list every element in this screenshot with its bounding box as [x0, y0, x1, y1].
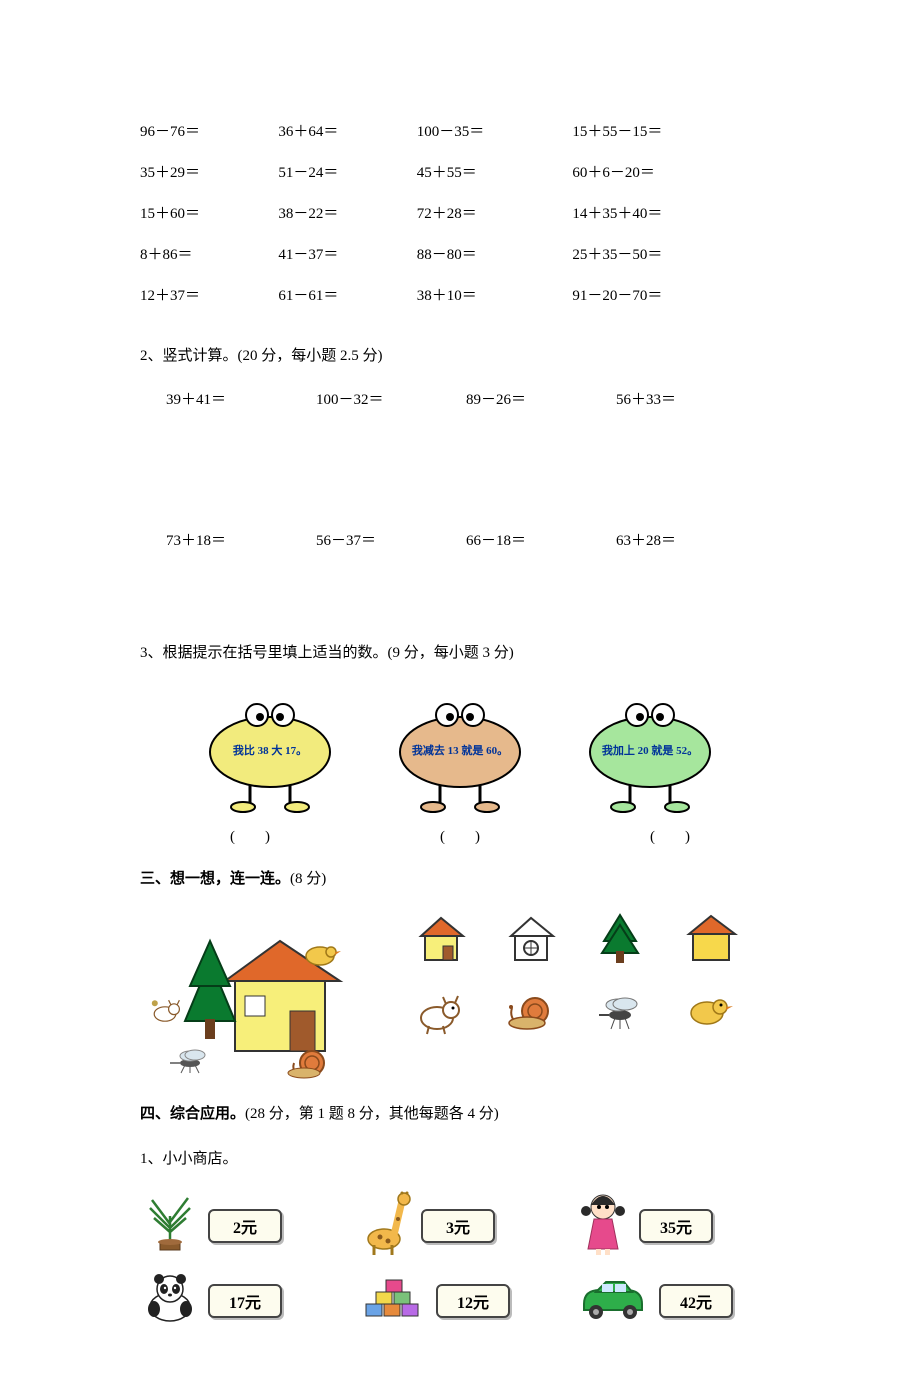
equation: 73＋18＝ [166, 529, 276, 550]
shop-item: 3元 [358, 1191, 562, 1261]
shop-item: 12元 [358, 1274, 562, 1329]
q2-row1: 39＋41＝ 100－32＝ 89－26＝ 56＋33＝ [140, 388, 780, 409]
snail-icon [505, 993, 555, 1038]
shop-row-2: 17元 12元 42元 [140, 1271, 780, 1331]
scene-left-icon [140, 911, 360, 1081]
plant-icon [140, 1194, 200, 1259]
equation-cell: 15＋55－15＝ [572, 110, 780, 151]
equation-cell: 36＋64＝ [278, 110, 416, 151]
sec3-heading-bold: 三、想一想，连一连。 [140, 871, 290, 887]
equation-cell: 72＋28＝ [417, 192, 573, 233]
panda-icon [140, 1271, 200, 1331]
sec4-heading-bold: 四、综合应用。 [140, 1106, 245, 1122]
q3-heading: 3、根据提示在括号里填上适当的数。(9 分，每小题 3 分) [140, 640, 780, 667]
equation: 66－18＝ [466, 529, 576, 550]
house-outline-icon [503, 914, 558, 969]
price-tag: 42元 [659, 1284, 733, 1318]
house-yellow-icon [683, 914, 738, 969]
equation-cell: 15＋60＝ [140, 192, 278, 233]
shop-row-1: 2元 3元 35元 [140, 1191, 780, 1261]
equation-cell: 12＋37＝ [140, 274, 278, 315]
price-tag: 12元 [436, 1284, 510, 1318]
equation-cell: 35＋29＝ [140, 151, 278, 192]
giraffe-icon [358, 1191, 413, 1261]
shop-item: 35元 [576, 1191, 780, 1261]
blocks-icon [358, 1274, 428, 1329]
blob-text: 我减去 13 就是 60。 [385, 742, 535, 758]
price-tag: 3元 [421, 1209, 495, 1243]
q3-blank-2: ( ) [400, 825, 520, 846]
equation: 39＋41＝ [166, 388, 276, 409]
sec4-heading: 四、综合应用。(28 分，第 1 题 8 分，其他每题各 4 分) [140, 1101, 780, 1128]
equation-cell: 38＋10＝ [417, 274, 573, 315]
q3-blobs: 我比 38 大 17。 我减去 13 就是 60。 我加 [140, 687, 780, 817]
q3-blank-1: ( ) [190, 825, 310, 846]
dog-icon [415, 990, 465, 1040]
chick-icon [685, 995, 735, 1035]
mental-math-table: 96－76＝36＋64＝100－35＝15＋55－15＝ 35＋29＝51－24＝… [140, 110, 780, 315]
equation-cell: 38－22＝ [278, 192, 416, 233]
equation-cell: 25＋35－50＝ [572, 233, 780, 274]
sec4-heading-rest: (28 分，第 1 题 8 分，其他每题各 4 分) [245, 1106, 499, 1122]
equation-cell: 61－61＝ [278, 274, 416, 315]
equation-cell: 45＋55＝ [417, 151, 573, 192]
shop-item: 42元 [576, 1276, 780, 1326]
equation: 56－37＝ [316, 529, 426, 550]
equation: 89－26＝ [466, 388, 576, 409]
equation-cell: 14＋35＋40＝ [572, 192, 780, 233]
sec4-q1-label: 1、小小商店。 [140, 1146, 780, 1173]
q2-row2: 73＋18＝ 56－37＝ 66－18＝ 63＋28＝ [140, 529, 780, 550]
equation-cell: 88－80＝ [417, 233, 573, 274]
blob-character: 我比 38 大 17。 [195, 687, 345, 817]
matching-area [140, 911, 780, 1081]
q3-blank-3: ( ) [610, 825, 730, 846]
price-tag: 35元 [639, 1209, 713, 1243]
sec3-heading-rest: (8 分) [290, 871, 326, 887]
equation-cell: 51－24＝ [278, 151, 416, 192]
equation: 100－32＝ [316, 388, 426, 409]
mosquito-icon [595, 993, 645, 1038]
shop-item: 17元 [140, 1271, 344, 1331]
house-orange-roof-icon [413, 914, 468, 969]
equation-cell: 8＋86＝ [140, 233, 278, 274]
q2-heading: 2、竖式计算。(20 分，每小题 2.5 分) [140, 343, 780, 370]
blob-character: 我加上 20 就是 52。 [575, 687, 725, 817]
equation: 63＋28＝ [616, 529, 726, 550]
sec3-heading: 三、想一想，连一连。(8 分) [140, 866, 780, 893]
pine-tree-icon [598, 911, 643, 971]
doll-icon [576, 1191, 631, 1261]
shop-item: 2元 [140, 1194, 344, 1259]
blob-text: 我比 38 大 17。 [195, 742, 345, 758]
car-icon [576, 1276, 651, 1326]
price-tag: 2元 [208, 1209, 282, 1243]
equation-cell: 41－37＝ [278, 233, 416, 274]
equation-cell: 96－76＝ [140, 110, 278, 151]
matching-options [400, 911, 750, 1045]
q3-blanks: ( ) ( ) ( ) [140, 825, 780, 846]
price-tag: 17元 [208, 1284, 282, 1318]
equation-cell: 91－20－70＝ [572, 274, 780, 315]
blob-character: 我减去 13 就是 60。 [385, 687, 535, 817]
blob-text: 我加上 20 就是 52。 [575, 742, 725, 758]
equation-cell: 60＋6－20＝ [572, 151, 780, 192]
equation-cell: 100－35＝ [417, 110, 573, 151]
equation: 56＋33＝ [616, 388, 726, 409]
